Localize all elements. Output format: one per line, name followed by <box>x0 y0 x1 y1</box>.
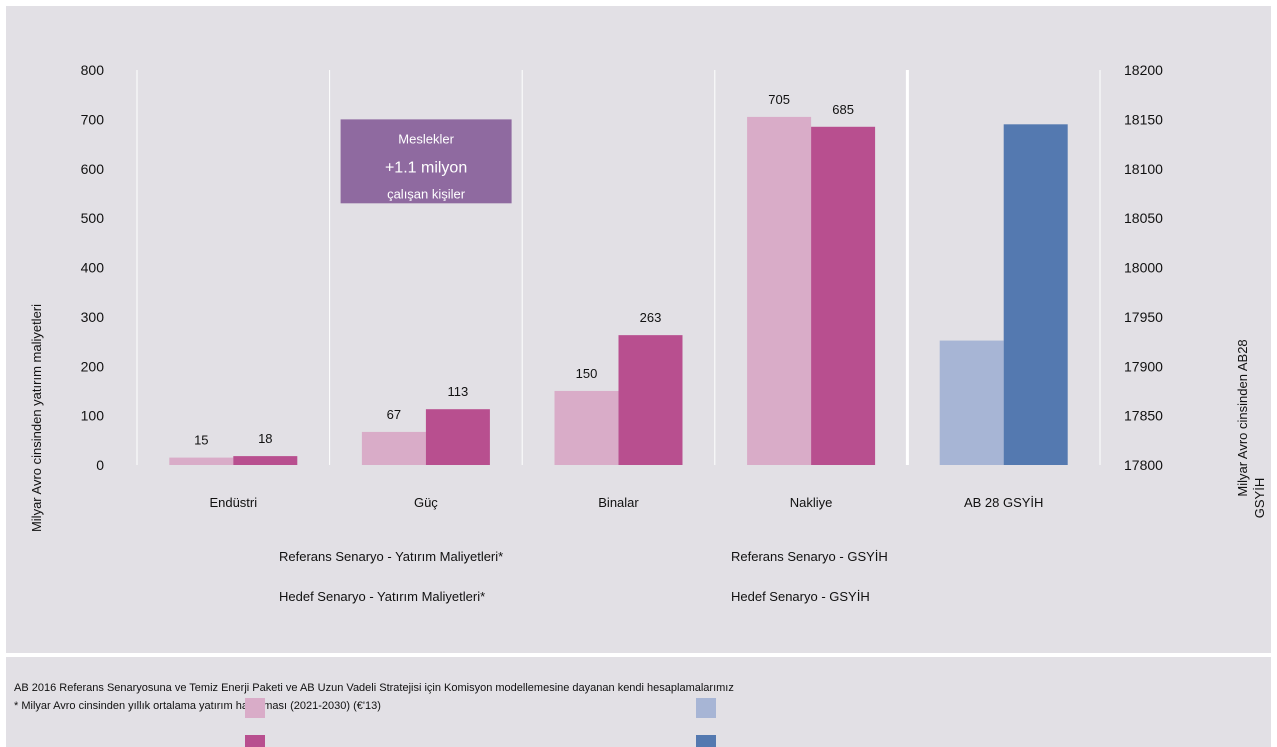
category-label-3: Nakliye <box>790 495 833 510</box>
y-tick-5: 500 <box>81 210 105 226</box>
legend-swatch-ref-invest <box>245 698 265 718</box>
legend-swatch-target-gdp <box>696 735 716 747</box>
category-label-1: Güç <box>414 495 438 510</box>
bar-2-0 <box>554 390 619 465</box>
y-tick-0: 0 <box>96 457 104 473</box>
bar-3-1 <box>811 126 876 465</box>
y2-tick-2: 17900 <box>1124 358 1163 374</box>
footer-panel: AB 2016 Referans Senaryosuna ve Temiz En… <box>6 657 1271 747</box>
y2-tick-1: 17850 <box>1124 408 1163 424</box>
bar-2-1 <box>618 335 683 465</box>
data-label-1-1: 113 <box>448 384 469 399</box>
bar-0-1 <box>233 456 298 465</box>
annotation-box <box>340 119 512 204</box>
y2-axis-label-2: GSYİH <box>1252 478 1267 518</box>
category-label-4: AB 28 GSYİH <box>964 495 1043 510</box>
bar-4-3 <box>1003 124 1068 465</box>
category-label-2: Binalar <box>598 495 639 510</box>
y2-tick-4: 18000 <box>1124 260 1163 276</box>
annotation-line-3: çalışan kişiler <box>387 186 466 201</box>
y-tick-3: 300 <box>81 309 105 325</box>
legend-ref-gdp: Referans Senaryo - GSYİH <box>731 549 888 564</box>
y-tick-8: 800 <box>81 62 105 78</box>
y-tick-7: 700 <box>81 111 105 127</box>
data-label-2-1: 263 <box>640 310 662 325</box>
legend-ref-invest: Referans Senaryo - Yatırım Maliyetleri* <box>279 549 504 564</box>
y-axis-label: Milyar Avro cinsinden yatırım maliyetler… <box>29 304 44 532</box>
legend-swatch-ref-gdp <box>696 698 716 718</box>
category-label-0: Endüstri <box>209 495 257 510</box>
y2-tick-5: 18050 <box>1124 210 1163 226</box>
y-tick-4: 400 <box>81 260 105 276</box>
y2-tick-8: 18200 <box>1124 62 1163 78</box>
data-label-0-0: 15 <box>194 433 208 448</box>
y2-axis-label-1: Milyar Avro cinsinden AB28 <box>1235 339 1250 496</box>
data-label-0-1: 18 <box>258 431 272 446</box>
source-note: AB 2016 Referans Senaryosuna ve Temiz En… <box>14 682 734 694</box>
legend-target-invest: Hedef Senaryo - Yatırım Maliyetleri* <box>279 589 486 604</box>
y-tick-2: 200 <box>81 358 105 374</box>
bar-0-0 <box>169 457 234 465</box>
bar-3-0 <box>747 116 812 465</box>
bar-1-1 <box>425 409 490 465</box>
data-label-2-0: 150 <box>576 366 598 381</box>
data-label-3-1: 685 <box>832 102 854 117</box>
y2-tick-0: 17800 <box>1124 457 1163 473</box>
data-label-1-0: 67 <box>387 407 401 422</box>
y-tick-6: 600 <box>81 161 105 177</box>
legend-target-gdp: Hedef Senaryo - GSYİH <box>731 589 870 604</box>
bar-1-0 <box>361 431 426 465</box>
y-tick-1: 100 <box>81 408 105 424</box>
legend-swatch-target-invest <box>245 735 265 747</box>
bar-4-2 <box>939 340 1004 465</box>
y2-tick-7: 18150 <box>1124 111 1163 127</box>
y2-tick-3: 17950 <box>1124 309 1163 325</box>
y2-tick-6: 18100 <box>1124 161 1163 177</box>
annotation-line-1: Meslekler <box>398 131 454 146</box>
data-label-3-0: 705 <box>768 92 790 107</box>
footnote: * Milyar Avro cinsinden yıllık ortalama … <box>14 700 381 712</box>
annotation-line-2: +1.1 milyon <box>385 159 467 176</box>
